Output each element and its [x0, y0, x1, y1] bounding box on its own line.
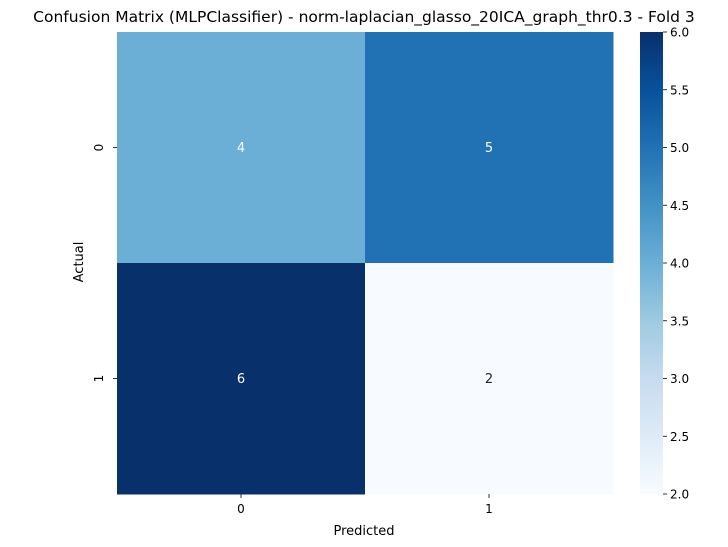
- y-tick-label: 1: [92, 375, 106, 383]
- heatmap-cell-1-1: [365, 263, 614, 495]
- y-axis-label: Actual: [72, 242, 87, 283]
- heatmap-cells: [117, 32, 614, 495]
- cell-annotations: 4 5 6 2: [237, 141, 493, 387]
- colorbar-tick-label: 4.5: [670, 199, 689, 213]
- x-axis-label: Predicted: [333, 524, 394, 539]
- heatmap-cell-1-0: [117, 263, 366, 495]
- cell-annotation-0-1: 5: [485, 141, 493, 156]
- y-tick-label: 0: [92, 144, 106, 152]
- cell-annotation-1-1: 2: [485, 372, 493, 387]
- cell-annotation-1-0: 6: [237, 372, 245, 387]
- cell-annotation-0-0: 4: [237, 141, 245, 156]
- x-tick-label: 0: [237, 502, 245, 516]
- colorbar-tick-label: 3.0: [670, 372, 689, 386]
- colorbar-tick-label: 5.5: [670, 83, 689, 97]
- colorbar-tick-label: 2.0: [670, 488, 689, 502]
- x-tick-label: 1: [485, 502, 493, 516]
- colorbar-tick-label: 5.0: [670, 141, 689, 155]
- colorbar-tick-label: 4.0: [670, 257, 689, 271]
- chart-title: Confusion Matrix (MLPClassifier) - norm-…: [33, 8, 695, 27]
- heatmap-cell-0-1: [365, 32, 614, 264]
- colorbar: [640, 32, 663, 494]
- heatmap-cell-0-0: [117, 32, 366, 264]
- colorbar-tick-label: 2.5: [670, 430, 689, 444]
- colorbar-tick-label: 6.0: [670, 26, 689, 40]
- y-axis-ticks: 01: [92, 144, 117, 383]
- colorbar-ticks: 2.0 2.5 3.0 3.5 4.0 4.5 5.0 5.5 6.0: [663, 26, 689, 502]
- colorbar-tick-label: 3.5: [670, 314, 689, 328]
